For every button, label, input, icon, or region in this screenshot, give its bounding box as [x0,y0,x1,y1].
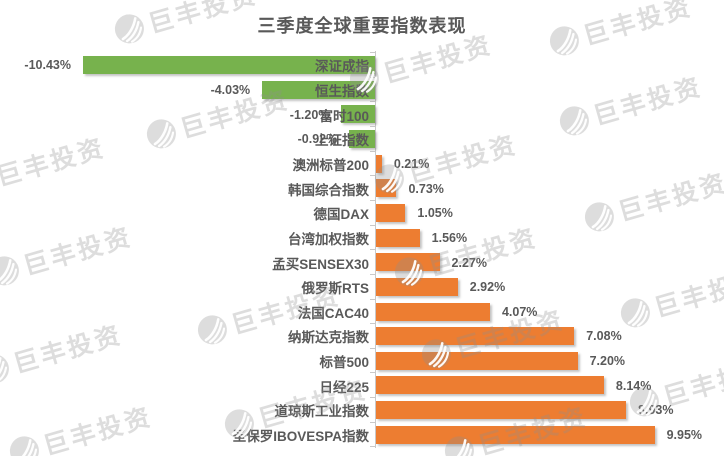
bar-row: 上证指数 -0.92% [0,127,724,152]
category-label: 标普500 [319,355,369,371]
category-label: 台湾加权指数 [288,231,369,247]
value-label: -0.92% [297,132,338,147]
axis-tick [370,199,375,201]
category-label: 韩国综合指数 [288,182,369,198]
zero-axis-line [375,51,376,448]
value-label: 9.95% [666,428,703,443]
category-label: 孟买SENSEX30 [272,256,369,272]
axis-tick [370,249,375,251]
bar-row: 深证成指 -10.43% [0,53,724,78]
axis-tick [370,125,375,127]
positive-bar [376,154,382,173]
category-label: 俄罗斯RTS [301,281,370,297]
bar-row: 纳斯达克指数 7.08% [0,324,724,349]
category-label: 澳洲标普200 [292,157,369,173]
value-label: -4.03% [210,82,251,97]
axis-tick [370,323,375,325]
bar-row: 富时100 -1.20% [0,102,724,127]
positive-bar [376,203,406,222]
value-label: 0.21% [393,156,430,171]
bar-row: 恒生指数 -4.03% [0,78,724,103]
bar-row: 澳洲标普200 0.21% [0,152,724,177]
value-label: 4.07% [501,304,538,319]
category-label: 上证指数 [315,133,369,149]
bar-row: 韩国综合指数 0.73% [0,176,724,201]
positive-bar [376,351,578,370]
negative-bar [341,105,375,124]
axis-tick [370,347,375,349]
positive-bar [376,253,440,272]
category-label: 深证成指 [315,59,369,75]
category-label: 日经225 [319,379,369,395]
value-label: 0.73% [408,181,444,196]
bar-row: 俄罗斯RTS 2.92% [0,275,724,300]
category-label: 恒生指数 [315,83,369,99]
value-label: 7.20% [589,354,626,369]
value-label: 7.08% [586,329,622,344]
value-label: 2.92% [469,280,506,295]
positive-bar [376,277,458,296]
chart-title: 三季度全球重要指数表现 [257,16,467,36]
category-label: 道琼斯工业指数 [274,404,370,420]
positive-bar [376,376,604,395]
axis-tick [370,298,375,300]
bar-row: 法国CAC40 4.07% [0,300,724,325]
value-label: 2.27% [451,255,487,270]
value-label: 1.05% [417,206,453,221]
bar-row: 圣保罗IBOVESPA指数 9.95% [0,423,724,448]
positive-bar [376,327,575,346]
bar-row: 德国DAX 1.05% [0,201,724,226]
axis-tick [370,101,375,103]
category-label: 富时100 [319,108,369,124]
value-label: -10.43% [24,58,71,73]
positive-bar [376,401,627,420]
category-label: 法国CAC40 [297,305,369,321]
value-label: 8.14% [615,378,652,393]
positive-bar [376,302,490,321]
negative-bar [349,129,375,148]
axis-tick [370,372,375,374]
axis-tick [370,421,375,423]
axis-tick [370,224,375,226]
axis-tick [370,52,375,53]
axis-tick [370,76,375,78]
negative-bar [82,56,375,74]
axis-tick [370,397,375,399]
axis-tick [370,150,375,152]
value-label: 1.56% [431,230,468,245]
positive-bar [376,425,655,444]
positive-bar [376,228,420,247]
bar-row: 孟买SENSEX30 2.27% [0,250,724,275]
bar-row: 台湾加权指数 1.56% [0,226,724,251]
category-label: 德国DAX [313,207,369,223]
axis-tick [370,446,375,448]
bar-row: 道琼斯工业指数 8.93% [0,398,724,423]
bar-row: 日经225 8.14% [0,373,724,398]
positive-bar [376,179,397,198]
value-label: -1.20% [289,107,330,122]
bar-row: 标普500 7.20% [0,349,724,374]
category-label: 圣保罗IBOVESPA指数 [232,429,369,445]
axis-tick [370,273,375,275]
negative-bar [262,80,375,99]
value-label: 8.93% [638,403,674,418]
axis-tick [370,175,375,177]
category-label: 纳斯达克指数 [288,330,369,346]
